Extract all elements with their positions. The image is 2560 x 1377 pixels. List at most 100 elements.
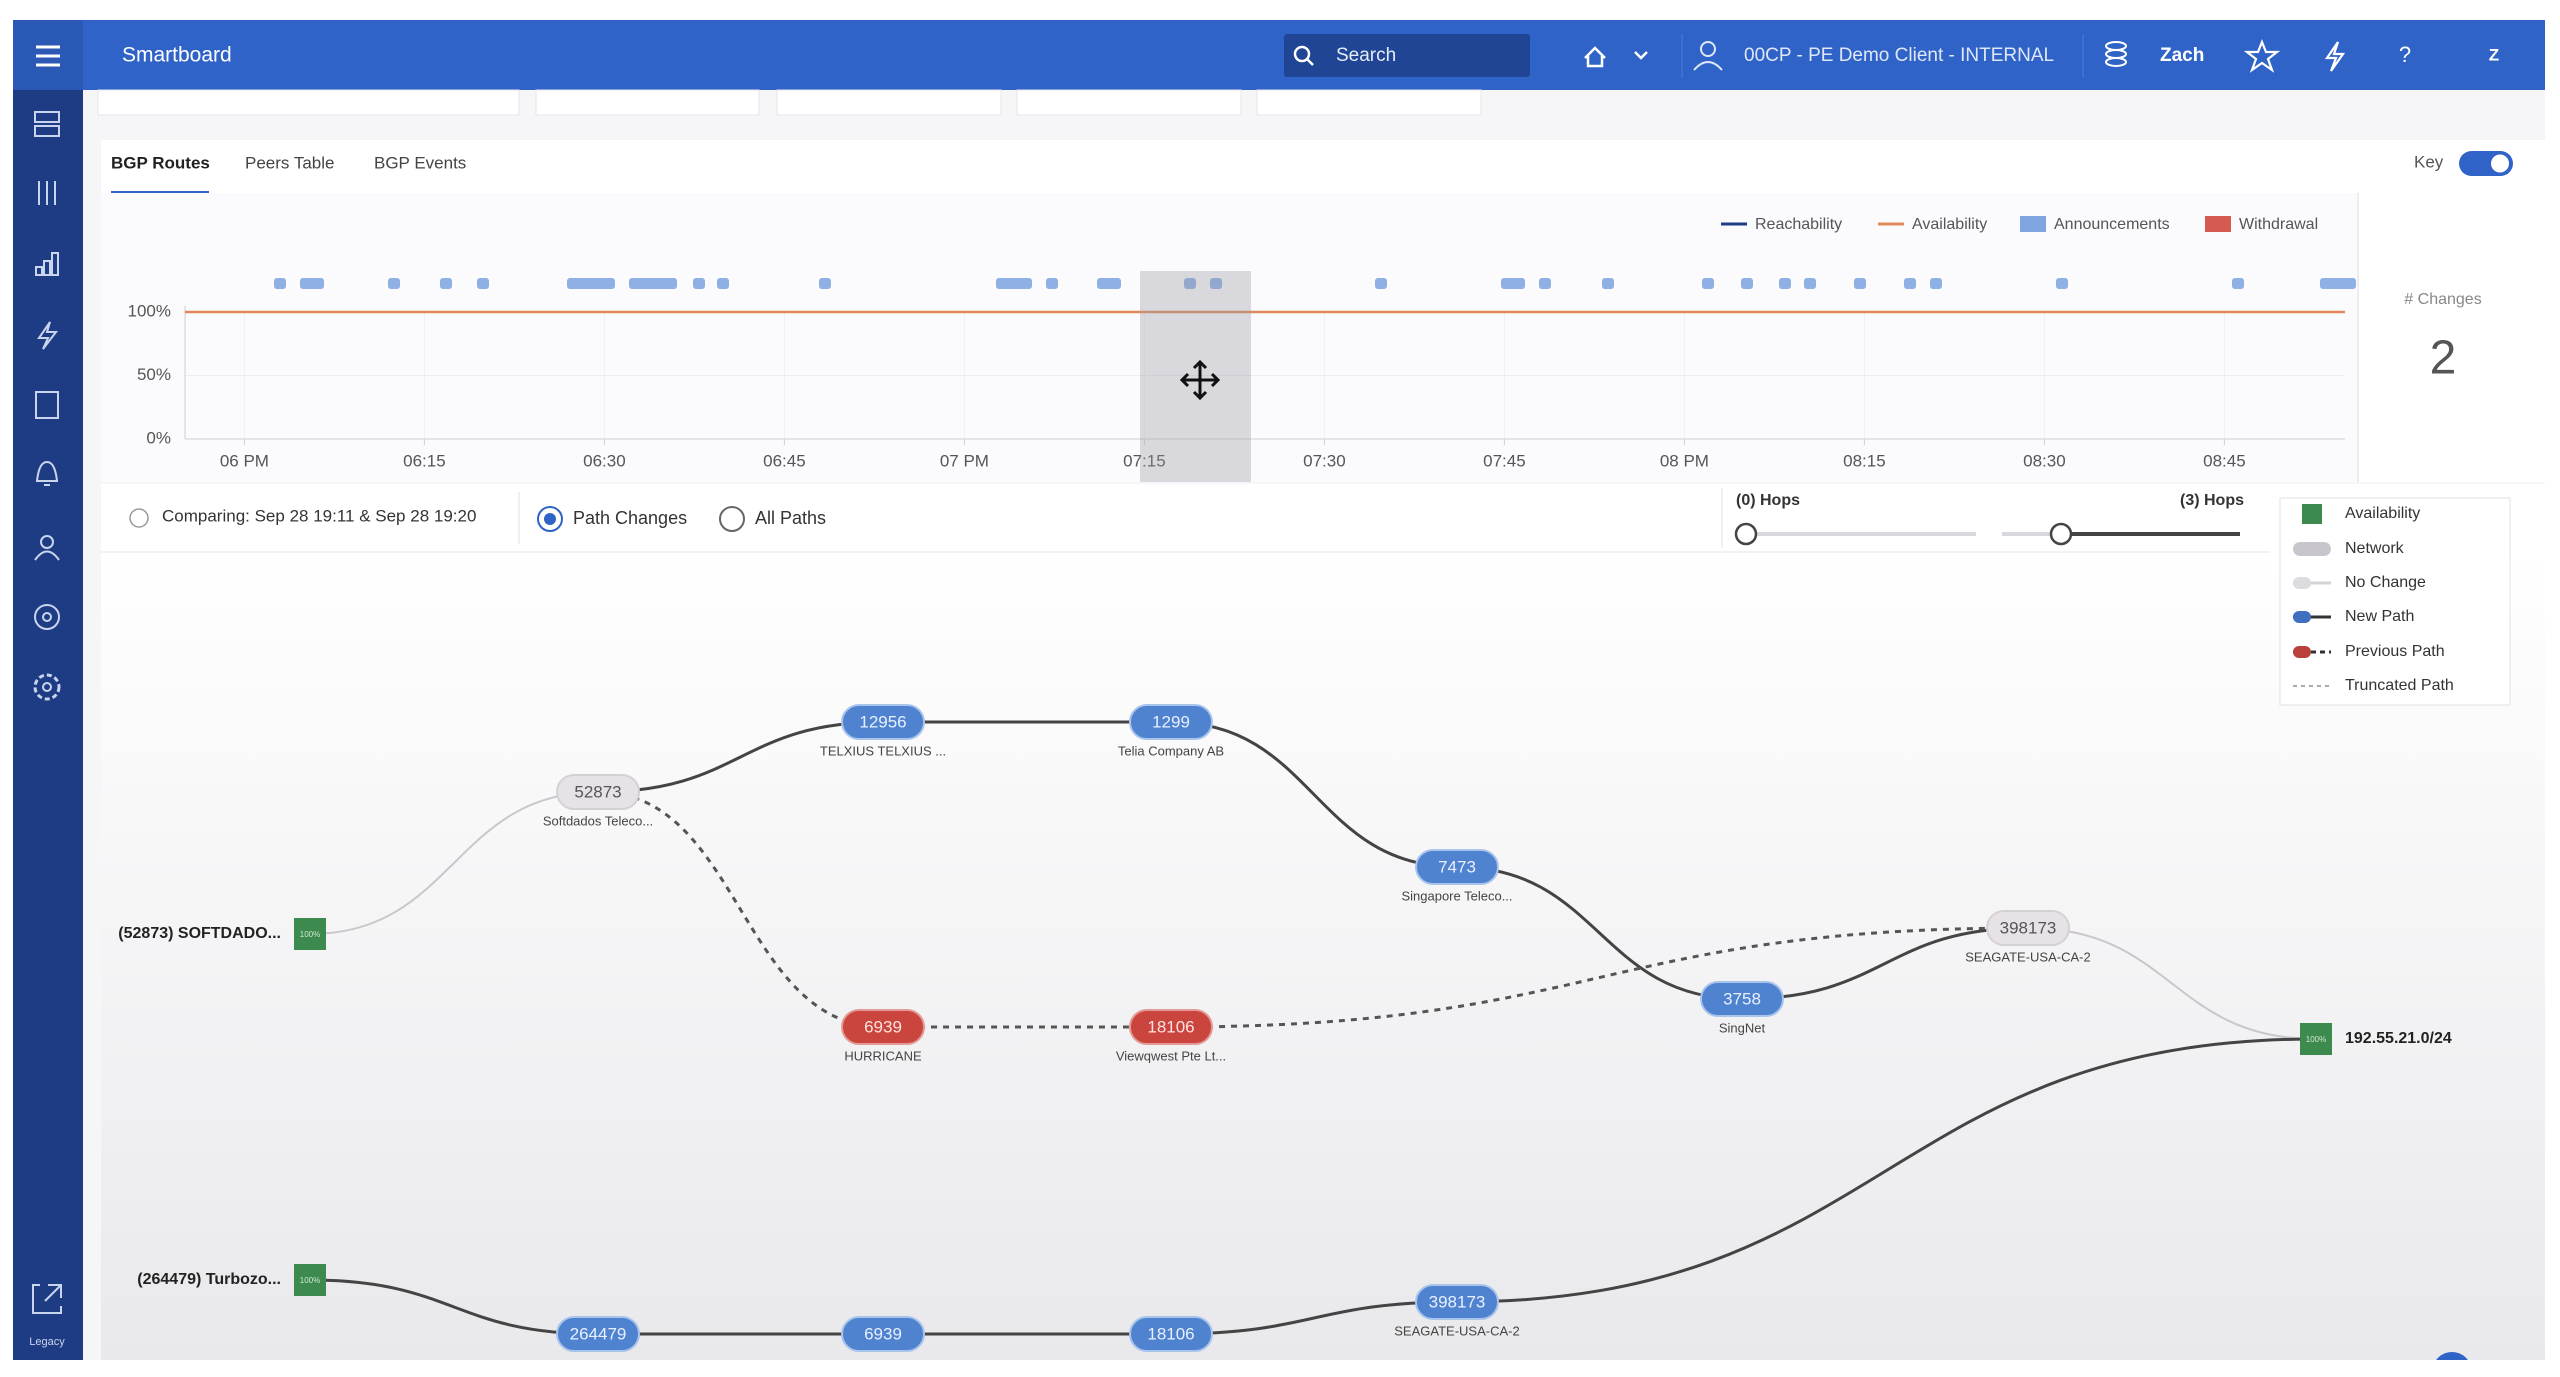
sidebar-item[interactable] <box>34 535 60 561</box>
key-label: Availability <box>2345 505 2420 522</box>
as-node[interactable]: 6939 HURRICANE <box>841 1009 925 1063</box>
alerts-icon[interactable] <box>2324 41 2346 72</box>
icon <box>35 460 59 486</box>
as-node-pill <box>1986 910 2070 946</box>
external-link-icon[interactable] <box>32 1284 62 1314</box>
path-edge <box>309 791 599 935</box>
search-box[interactable] <box>1284 34 1530 77</box>
as-node[interactable]: 6939 <box>841 1316 925 1352</box>
announcement-marker <box>1097 278 1121 289</box>
icon <box>33 673 61 701</box>
as-node-pill <box>841 1009 925 1045</box>
as-number: 52873 <box>574 782 621 801</box>
as-number: 6939 <box>864 1017 902 1036</box>
client-name[interactable]: 00CP - PE Demo Client - INTERNAL <box>1744 45 2054 66</box>
announcement-marker <box>1184 278 1196 289</box>
changes-label: # Changes <box>2404 291 2481 308</box>
as-node[interactable]: 3758 SingNet <box>1700 981 1784 1035</box>
x-tick-label: 08:15 <box>1843 451 1886 470</box>
radio-label: Path Changes <box>573 508 687 528</box>
as-node[interactable]: 1299 Telia Company AB <box>1118 704 1224 758</box>
as-name: HURRICANE <box>844 1048 922 1063</box>
tab[interactable]: BGP Routes <box>111 153 210 172</box>
sidebar-item[interactable] <box>35 460 59 486</box>
x-tick-label: 06 PM <box>220 451 269 470</box>
key-label: Network <box>2345 540 2405 557</box>
sidebar-item[interactable] <box>34 111 60 137</box>
as-node[interactable]: 398173 SEAGATE-USA-CA-2 <box>1965 910 2091 964</box>
avatar-initial: Z <box>2489 45 2499 64</box>
announcement-marker <box>300 278 324 289</box>
as-node[interactable]: 52873 Softdados Teleco... <box>543 774 653 828</box>
as-number: 18106 <box>1147 1324 1194 1343</box>
sidebar-item[interactable] <box>34 604 60 630</box>
help-icon[interactable]: ? <box>2399 42 2411 67</box>
key-panel <box>2279 497 2511 706</box>
changes-panel <box>2359 193 2545 482</box>
as-number: 12956 <box>859 712 906 731</box>
time-selection[interactable] <box>1140 271 1251 482</box>
radio-button[interactable] <box>719 506 745 532</box>
x-tick-label: 06:30 <box>583 451 626 470</box>
endpoint-label: 192.55.21.0/24 <box>2345 1030 2452 1047</box>
top-bar <box>13 20 2545 90</box>
hops-knob[interactable] <box>1734 522 1758 546</box>
as-number: 264479 <box>570 1324 627 1343</box>
app-title: Smartboard <box>122 44 232 67</box>
as-node[interactable]: 398173 SEAGATE-USA-CA-2 <box>1394 1284 1520 1338</box>
path-edge <box>597 720 884 794</box>
user-name[interactable]: Zach <box>2160 45 2204 66</box>
key-label: New Path <box>2345 608 2414 625</box>
as-name: Telia Company AB <box>1118 743 1224 758</box>
sidebar-item[interactable] <box>33 673 61 701</box>
as-number: 6939 <box>864 1324 902 1343</box>
summary-card <box>1256 89 1482 116</box>
sidebar-item[interactable] <box>35 391 59 419</box>
as-node-pill <box>556 774 640 810</box>
sidebar <box>13 90 83 1360</box>
path-edge <box>1741 926 2029 1001</box>
sidebar-item[interactable] <box>35 252 59 276</box>
announcement-marker <box>1904 278 1916 289</box>
summary-card <box>535 89 760 116</box>
icon <box>42 612 52 622</box>
legend-swatch <box>2205 216 2231 232</box>
as-node[interactable]: 18106 <box>1129 1316 1213 1352</box>
key-toggle-label: Key <box>2414 152 2444 171</box>
key-icon <box>2293 646 2311 658</box>
endpoint-square[interactable] <box>2300 1023 2332 1055</box>
sidebar-item[interactable] <box>38 181 56 205</box>
as-node[interactable]: 12956 TELXIUS TELXIUS ... <box>820 704 946 758</box>
icon <box>34 111 60 123</box>
tab[interactable]: Peers Table <box>245 153 334 172</box>
announcement-marker <box>1210 278 1222 289</box>
endpoint-square[interactable] <box>294 1264 326 1296</box>
endpoint-label: (264479) Turbozo... <box>137 1271 281 1288</box>
key-toggle-knob <box>2491 154 2509 173</box>
as-node-pill <box>1700 981 1784 1017</box>
hops-knob[interactable] <box>2049 522 2073 546</box>
as-node[interactable]: 264479 <box>556 1316 640 1352</box>
x-tick-label: 08:30 <box>2023 451 2066 470</box>
sidebar-item[interactable] <box>37 321 59 350</box>
as-node[interactable]: 7473 Singapore Teleco... <box>1401 849 1513 903</box>
announcement-marker <box>477 278 489 289</box>
as-number: 3758 <box>1723 989 1761 1008</box>
as-name: Singapore Teleco... <box>1401 888 1512 903</box>
dropdown-icon[interactable] <box>1634 51 1648 60</box>
announcement-marker <box>274 278 286 289</box>
tab[interactable]: BGP Events <box>374 153 466 172</box>
as-node-pill <box>1129 704 1213 740</box>
as-node[interactable]: 18106 Viewqwest Pte Lt... <box>1116 1009 1226 1063</box>
as-number: 398173 <box>1429 1292 1486 1311</box>
favorites-icon[interactable] <box>2243 39 2281 73</box>
announcement-marker <box>1046 278 1058 289</box>
home-icon[interactable] <box>1584 46 1606 68</box>
avatar[interactable] <box>2476 38 2512 74</box>
summary-card <box>776 89 1002 116</box>
tab-bar <box>101 140 2545 193</box>
announcement-marker <box>388 278 400 289</box>
endpoint-square[interactable] <box>294 918 326 950</box>
path-edge <box>1456 865 1743 1001</box>
